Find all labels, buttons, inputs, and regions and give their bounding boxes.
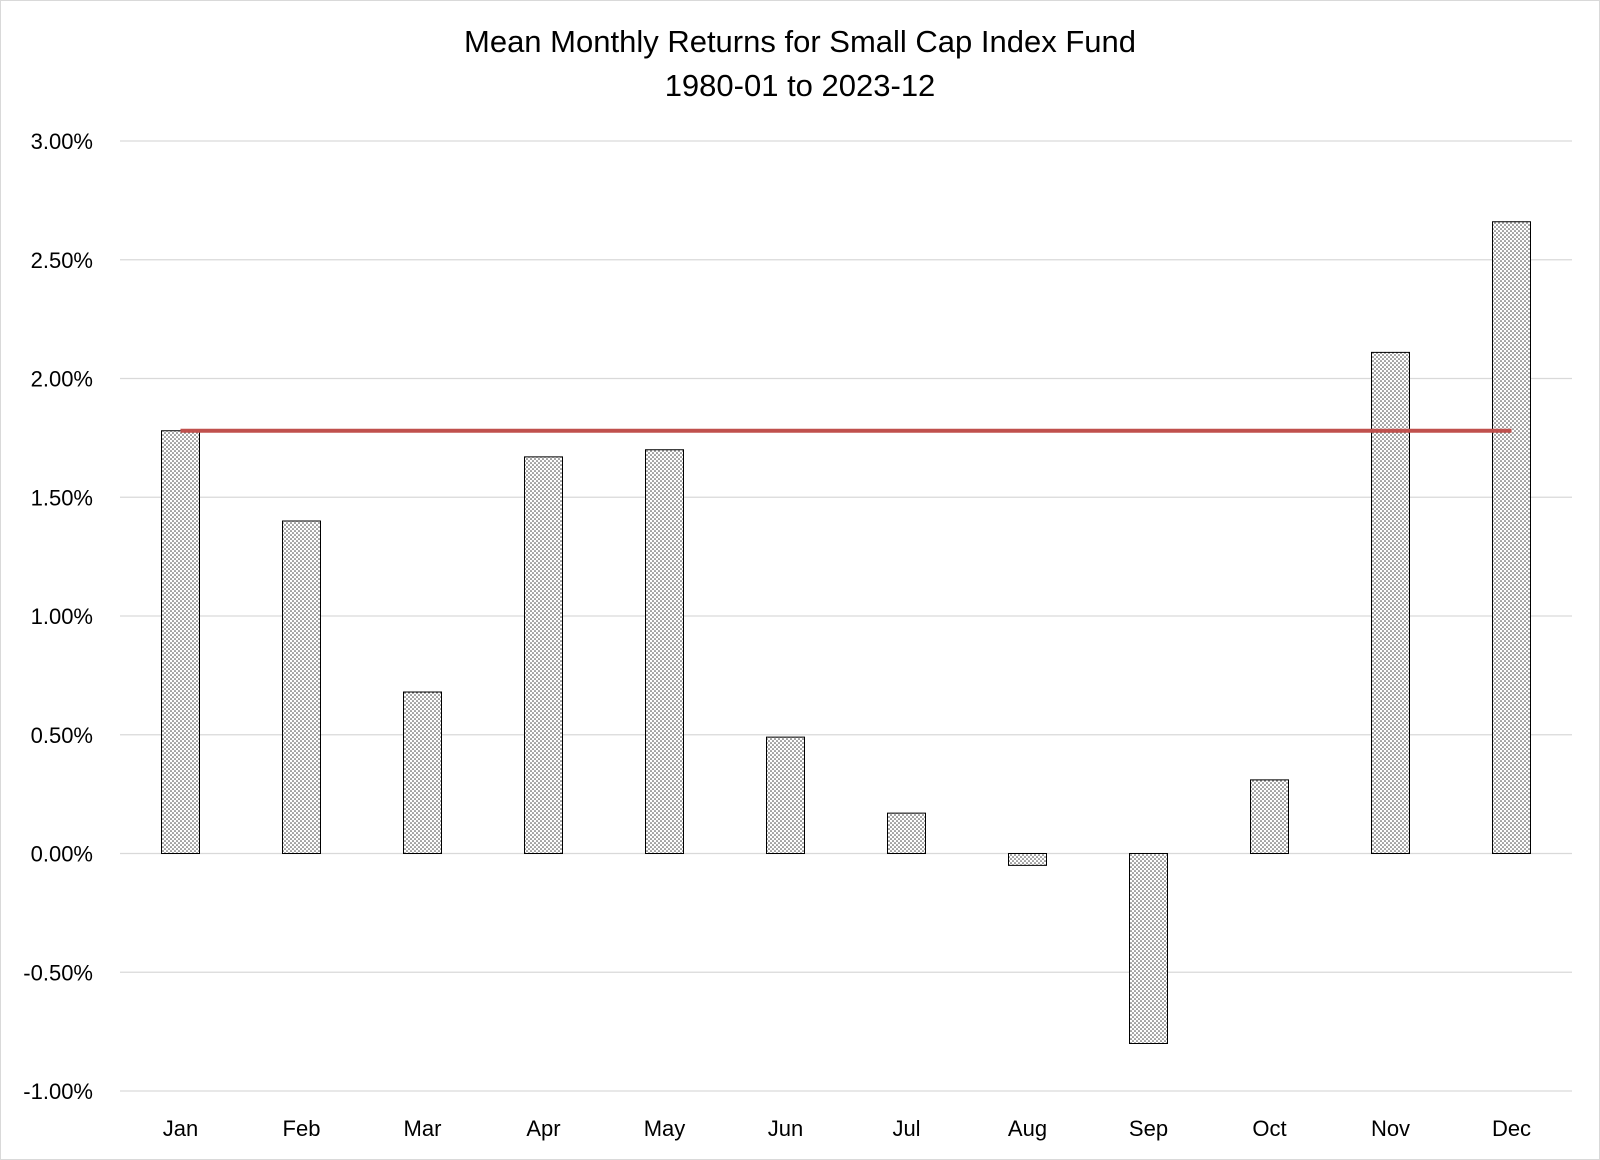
y-tick-label: 0.00% (31, 842, 93, 867)
x-tick-label: Apr (526, 1116, 560, 1141)
x-tick-label: Oct (1252, 1116, 1286, 1141)
bar (1008, 853, 1047, 866)
y-tick-label: 3.00% (31, 129, 93, 154)
gridlines (120, 140, 1572, 1092)
bars (161, 221, 1531, 1044)
x-tick-label: Sep (1129, 1116, 1168, 1141)
y-tick-label: 1.00% (31, 604, 93, 629)
bar (282, 520, 321, 854)
y-tick-label: 2.50% (31, 248, 93, 273)
chart-title: Mean Monthly Returns for Small Cap Index… (464, 24, 1136, 59)
x-tick-label: Jul (892, 1116, 920, 1141)
y-tick-label: 1.50% (31, 485, 93, 510)
x-axis-tick-labels: Jan Feb Mar Apr May Jun Jul Aug Sep Oct Nov Dec (163, 1116, 1531, 1141)
bar (161, 430, 200, 854)
x-tick-label: Nov (1371, 1116, 1410, 1141)
y-tick-label: -1.00% (23, 1079, 93, 1104)
chart-subtitle: 1980-01 to 2023-12 (664, 68, 936, 103)
y-tick-label: -0.50% (23, 960, 93, 985)
x-tick-label: Jun (768, 1116, 803, 1141)
y-tick-label: 2.00% (31, 367, 93, 392)
bar (1492, 221, 1531, 854)
bar (1250, 779, 1289, 854)
bar (403, 691, 442, 854)
chart-title-block: Mean Monthly Returns for Small Cap Index… (0, 20, 1600, 108)
bar (887, 812, 926, 854)
bar (1371, 351, 1410, 854)
bar (1129, 853, 1168, 1044)
x-tick-label: Dec (1492, 1116, 1531, 1141)
y-tick-label: 0.50% (31, 723, 93, 748)
y-axis-tick-labels: 3.00% 2.50% 2.00% 1.50% 1.00% 0.50% 0.00% -0.50… (23, 129, 93, 1104)
x-tick-label: Feb (283, 1116, 321, 1141)
bar (645, 449, 684, 854)
x-tick-label: Jan (163, 1116, 198, 1141)
bar (524, 456, 563, 854)
x-tick-label: Mar (404, 1116, 442, 1141)
x-tick-label: May (644, 1116, 686, 1141)
bar (766, 736, 805, 854)
x-tick-label: Aug (1008, 1116, 1047, 1141)
